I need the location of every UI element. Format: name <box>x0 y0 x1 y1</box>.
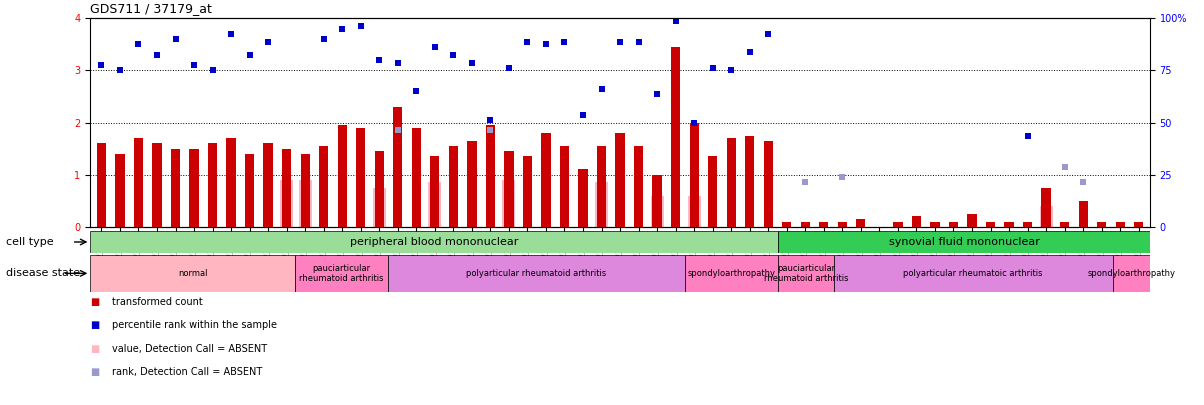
Bar <box>1004 222 1014 227</box>
Bar <box>687 196 701 227</box>
Text: normal: normal <box>178 269 207 278</box>
Bar <box>1134 222 1144 227</box>
Text: disease state: disease state <box>6 269 81 278</box>
Bar <box>134 138 143 227</box>
Text: spondyloarthropathy: spondyloarthropathy <box>1087 269 1175 278</box>
Bar <box>838 222 846 227</box>
Bar <box>295 255 388 292</box>
Text: rank, Detection Call = ABSENT: rank, Detection Call = ABSENT <box>112 367 262 377</box>
Bar <box>615 133 625 227</box>
Text: pauciarticular
rheumatoid arthritis: pauciarticular rheumatoid arthritis <box>299 264 384 283</box>
Bar <box>819 222 828 227</box>
Bar <box>299 180 312 227</box>
Bar <box>282 149 291 227</box>
Bar <box>1060 222 1069 227</box>
Text: value, Detection Call = ABSENT: value, Detection Call = ABSENT <box>112 344 267 354</box>
Bar <box>708 156 718 227</box>
Text: spondyloarthropathy: spondyloarthropathy <box>687 269 775 278</box>
Bar <box>650 196 663 227</box>
Text: ■: ■ <box>90 297 100 307</box>
Bar <box>986 222 996 227</box>
Bar <box>319 146 329 227</box>
Text: ■: ■ <box>90 367 100 377</box>
Bar <box>763 141 773 227</box>
Bar <box>429 183 442 227</box>
Bar <box>685 255 778 292</box>
Text: pauciarticular
rheumatoid arthritis: pauciarticular rheumatoid arthritis <box>763 264 848 283</box>
Text: peripheral blood mononuclear: peripheral blood mononuclear <box>350 237 519 247</box>
Bar <box>1039 206 1052 227</box>
Bar <box>394 107 402 227</box>
Bar <box>635 146 643 227</box>
Bar <box>485 125 495 227</box>
Bar <box>226 138 236 227</box>
Bar <box>153 143 161 227</box>
Text: synovial fluid mononuclear: synovial fluid mononuclear <box>889 237 1039 247</box>
Bar <box>430 156 439 227</box>
Text: cell type: cell type <box>6 237 54 247</box>
Text: ■: ■ <box>90 320 100 330</box>
Bar <box>856 219 866 227</box>
Bar <box>653 175 662 227</box>
Bar <box>412 128 421 227</box>
Bar <box>281 180 293 227</box>
Text: percentile rank within the sample: percentile rank within the sample <box>112 320 277 330</box>
Bar <box>595 183 608 227</box>
Bar <box>949 222 958 227</box>
Bar <box>502 180 515 227</box>
Bar <box>931 222 939 227</box>
Bar <box>301 154 309 227</box>
Bar <box>911 216 921 227</box>
Bar <box>542 133 550 227</box>
Bar <box>1079 201 1087 227</box>
Bar <box>1116 222 1125 227</box>
Bar <box>244 154 254 227</box>
Bar <box>388 255 685 292</box>
Bar <box>690 123 698 227</box>
Bar <box>264 143 273 227</box>
Bar <box>1041 188 1051 227</box>
Bar <box>356 128 365 227</box>
Bar <box>726 138 736 227</box>
Bar <box>449 146 458 227</box>
Text: transformed count: transformed count <box>112 297 202 307</box>
Bar <box>671 47 680 227</box>
Bar <box>778 255 834 292</box>
Bar <box>523 156 532 227</box>
Bar <box>208 143 217 227</box>
Text: ■: ■ <box>90 344 100 354</box>
Bar <box>96 143 106 227</box>
Bar <box>834 255 1112 292</box>
Bar <box>560 146 569 227</box>
Bar <box>116 154 124 227</box>
Bar <box>578 169 588 227</box>
Bar <box>337 125 347 227</box>
Bar <box>745 136 755 227</box>
Bar <box>373 188 385 227</box>
Bar <box>189 149 199 227</box>
Bar <box>893 222 903 227</box>
Bar <box>171 149 181 227</box>
Bar <box>90 255 295 292</box>
Bar <box>1112 255 1150 292</box>
Bar <box>1097 222 1106 227</box>
Bar <box>467 141 477 227</box>
Text: polyarticular rheumatoic arthritis: polyarticular rheumatoic arthritis <box>903 269 1043 278</box>
Text: polyarticular rheumatoid arthritis: polyarticular rheumatoid arthritis <box>466 269 607 278</box>
Text: GDS711 / 37179_at: GDS711 / 37179_at <box>90 2 212 15</box>
Bar <box>801 222 810 227</box>
Bar <box>90 231 778 253</box>
Bar <box>1023 222 1032 227</box>
Bar <box>778 231 1150 253</box>
Bar <box>783 222 791 227</box>
Bar <box>597 146 606 227</box>
Bar <box>374 151 384 227</box>
Bar <box>967 214 976 227</box>
Bar <box>504 151 514 227</box>
